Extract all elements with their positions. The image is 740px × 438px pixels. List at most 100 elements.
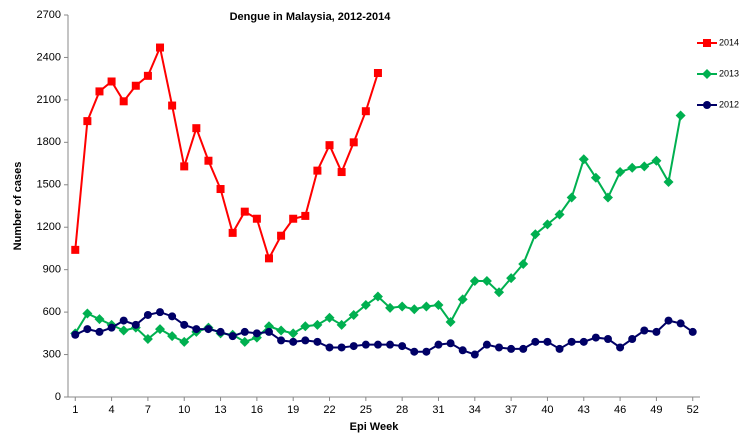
data-point	[506, 273, 517, 284]
data-point	[591, 333, 600, 342]
data-point	[156, 43, 165, 52]
data-point	[554, 209, 565, 220]
data-point	[179, 336, 190, 347]
data-point	[143, 71, 152, 80]
legend-marker	[702, 69, 712, 79]
data-point	[482, 340, 491, 349]
data-point	[616, 343, 625, 352]
data-point	[95, 327, 104, 336]
data-point	[566, 192, 577, 203]
data-point	[639, 161, 650, 172]
legend-marker	[703, 101, 711, 109]
data-point	[579, 337, 588, 346]
data-point	[336, 319, 347, 330]
x-tick-label: 13	[214, 404, 226, 416]
data-point	[313, 337, 322, 346]
legend-marker	[703, 39, 711, 47]
series-line	[74, 44, 379, 261]
y-tick-label: 900	[43, 264, 61, 276]
data-point	[131, 320, 140, 329]
x-tick-label: 34	[469, 404, 481, 416]
data-point	[434, 340, 443, 349]
data-point	[192, 124, 201, 133]
data-point	[156, 308, 165, 317]
data-point	[494, 287, 505, 298]
x-tick-label: 7	[145, 404, 151, 416]
data-point	[119, 316, 128, 325]
y-tick-label: 2700	[37, 9, 61, 21]
data-point	[301, 336, 310, 345]
data-point	[325, 343, 334, 352]
data-point	[155, 324, 166, 335]
data-point	[300, 321, 311, 332]
data-point	[168, 101, 177, 110]
y-tick-label: 2400	[37, 51, 61, 63]
data-point	[422, 347, 431, 356]
y-tick-label: 1200	[37, 221, 61, 233]
data-point	[239, 336, 250, 347]
data-point	[83, 325, 92, 334]
data-point	[180, 320, 189, 329]
data-point	[301, 211, 310, 220]
x-tick-label: 40	[541, 404, 553, 416]
data-point	[107, 323, 116, 332]
x-tick-label: 37	[505, 404, 517, 416]
chart-title: Dengue in Malaysia, 2012-2014	[230, 11, 392, 23]
data-point	[543, 337, 552, 346]
legend-label: 2012	[719, 99, 739, 109]
y-tick-label: 0	[55, 391, 61, 403]
data-point	[664, 316, 673, 325]
legend-label: 2013	[719, 68, 739, 78]
y-tick-label: 300	[43, 348, 61, 360]
data-point	[433, 300, 444, 311]
y-tick-label: 600	[43, 306, 61, 318]
x-tick-label: 10	[178, 404, 190, 416]
data-point	[676, 319, 685, 328]
x-tick-label: 16	[251, 404, 263, 416]
x-tick-label: 31	[432, 404, 444, 416]
data-point	[289, 214, 298, 223]
data-point	[167, 331, 178, 342]
data-point	[168, 312, 177, 321]
data-point	[83, 117, 92, 126]
data-point	[143, 310, 152, 319]
legend-label: 2014	[719, 37, 739, 47]
data-point	[313, 166, 322, 175]
x-tick-label: 43	[578, 404, 590, 416]
data-point	[519, 344, 528, 353]
series-line	[74, 311, 694, 356]
data-point	[421, 301, 432, 312]
data-point	[542, 219, 553, 230]
data-point	[518, 259, 529, 270]
data-point	[252, 329, 261, 338]
y-tick-label: 2100	[37, 94, 61, 106]
data-point	[567, 337, 576, 346]
data-point	[118, 325, 129, 336]
data-point	[361, 340, 370, 349]
data-point	[590, 172, 601, 183]
data-point	[276, 325, 287, 336]
data-point	[82, 308, 93, 319]
data-point	[663, 176, 674, 187]
data-point	[675, 110, 686, 121]
data-point	[264, 254, 273, 263]
data-point	[71, 245, 80, 254]
data-point	[95, 87, 104, 96]
data-point	[615, 167, 626, 178]
data-point	[627, 162, 638, 173]
x-tick-label: 49	[650, 404, 662, 416]
data-point	[263, 321, 274, 332]
data-point	[446, 339, 455, 348]
data-point	[361, 107, 370, 116]
x-tick-label: 19	[287, 404, 299, 416]
data-point	[216, 327, 225, 336]
x-tick-label: 1	[72, 404, 78, 416]
data-point	[289, 337, 298, 346]
data-point	[142, 333, 153, 344]
data-point	[555, 344, 564, 353]
data-point	[602, 192, 613, 203]
data-point	[385, 302, 396, 313]
data-point	[94, 314, 105, 325]
data-point	[204, 325, 213, 334]
